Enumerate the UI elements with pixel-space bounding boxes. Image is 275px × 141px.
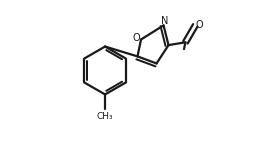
- Text: N: N: [161, 16, 168, 26]
- Text: O: O: [133, 33, 140, 43]
- Text: O: O: [196, 20, 203, 30]
- Text: CH₃: CH₃: [96, 112, 113, 121]
